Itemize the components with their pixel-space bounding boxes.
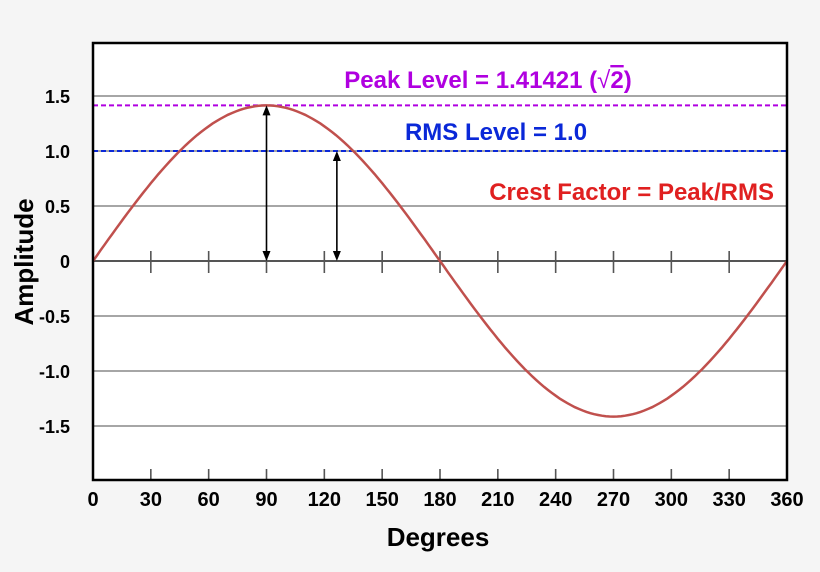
- rms-level-label: RMS Level = 1.0: [405, 119, 587, 146]
- x-tick-label: 90: [255, 489, 277, 511]
- y-axis-label: Amplitude: [9, 198, 39, 325]
- y-tick-label: 1.5: [45, 87, 70, 107]
- x-tick-label: 300: [655, 489, 688, 511]
- x-tick-label: 210: [481, 489, 514, 511]
- arrow-head-up: [262, 105, 271, 116]
- crest-factor-annotation: Crest Factor = Peak/RMS: [489, 179, 774, 206]
- sine-wave-line: [91, 104, 789, 418]
- y-tick-label: 0.5: [45, 197, 70, 217]
- y-tick-label: 1.0: [45, 142, 70, 162]
- x-tick-label: 150: [365, 489, 398, 511]
- x-tick-label: 240: [539, 489, 572, 511]
- x-axis-label: Degrees: [387, 522, 490, 552]
- x-tick-label: 270: [597, 489, 630, 511]
- x-tick-label: 60: [198, 489, 220, 511]
- arrow-head-up: [332, 151, 341, 161]
- arrow-head-down: [262, 251, 271, 261]
- peak-level-label: Peak Level = 1.41421 (√2): [344, 67, 631, 94]
- y-tick-label: -0.5: [39, 307, 70, 327]
- x-tick-label: 120: [308, 489, 341, 511]
- arrow-head-down: [332, 251, 341, 261]
- x-tick-label: 30: [140, 489, 162, 511]
- y-tick-label: 0: [60, 252, 70, 272]
- y-tick-label: -1.5: [39, 417, 70, 437]
- x-tick-label: 330: [712, 489, 745, 511]
- x-tick-label: 360: [770, 489, 803, 511]
- plot-border: [91, 41, 789, 482]
- x-tick-label: 0: [87, 489, 98, 511]
- sqrt-symbol: √: [597, 67, 611, 94]
- x-tick-label: 180: [423, 489, 456, 511]
- y-tick-label: -1.0: [39, 362, 70, 382]
